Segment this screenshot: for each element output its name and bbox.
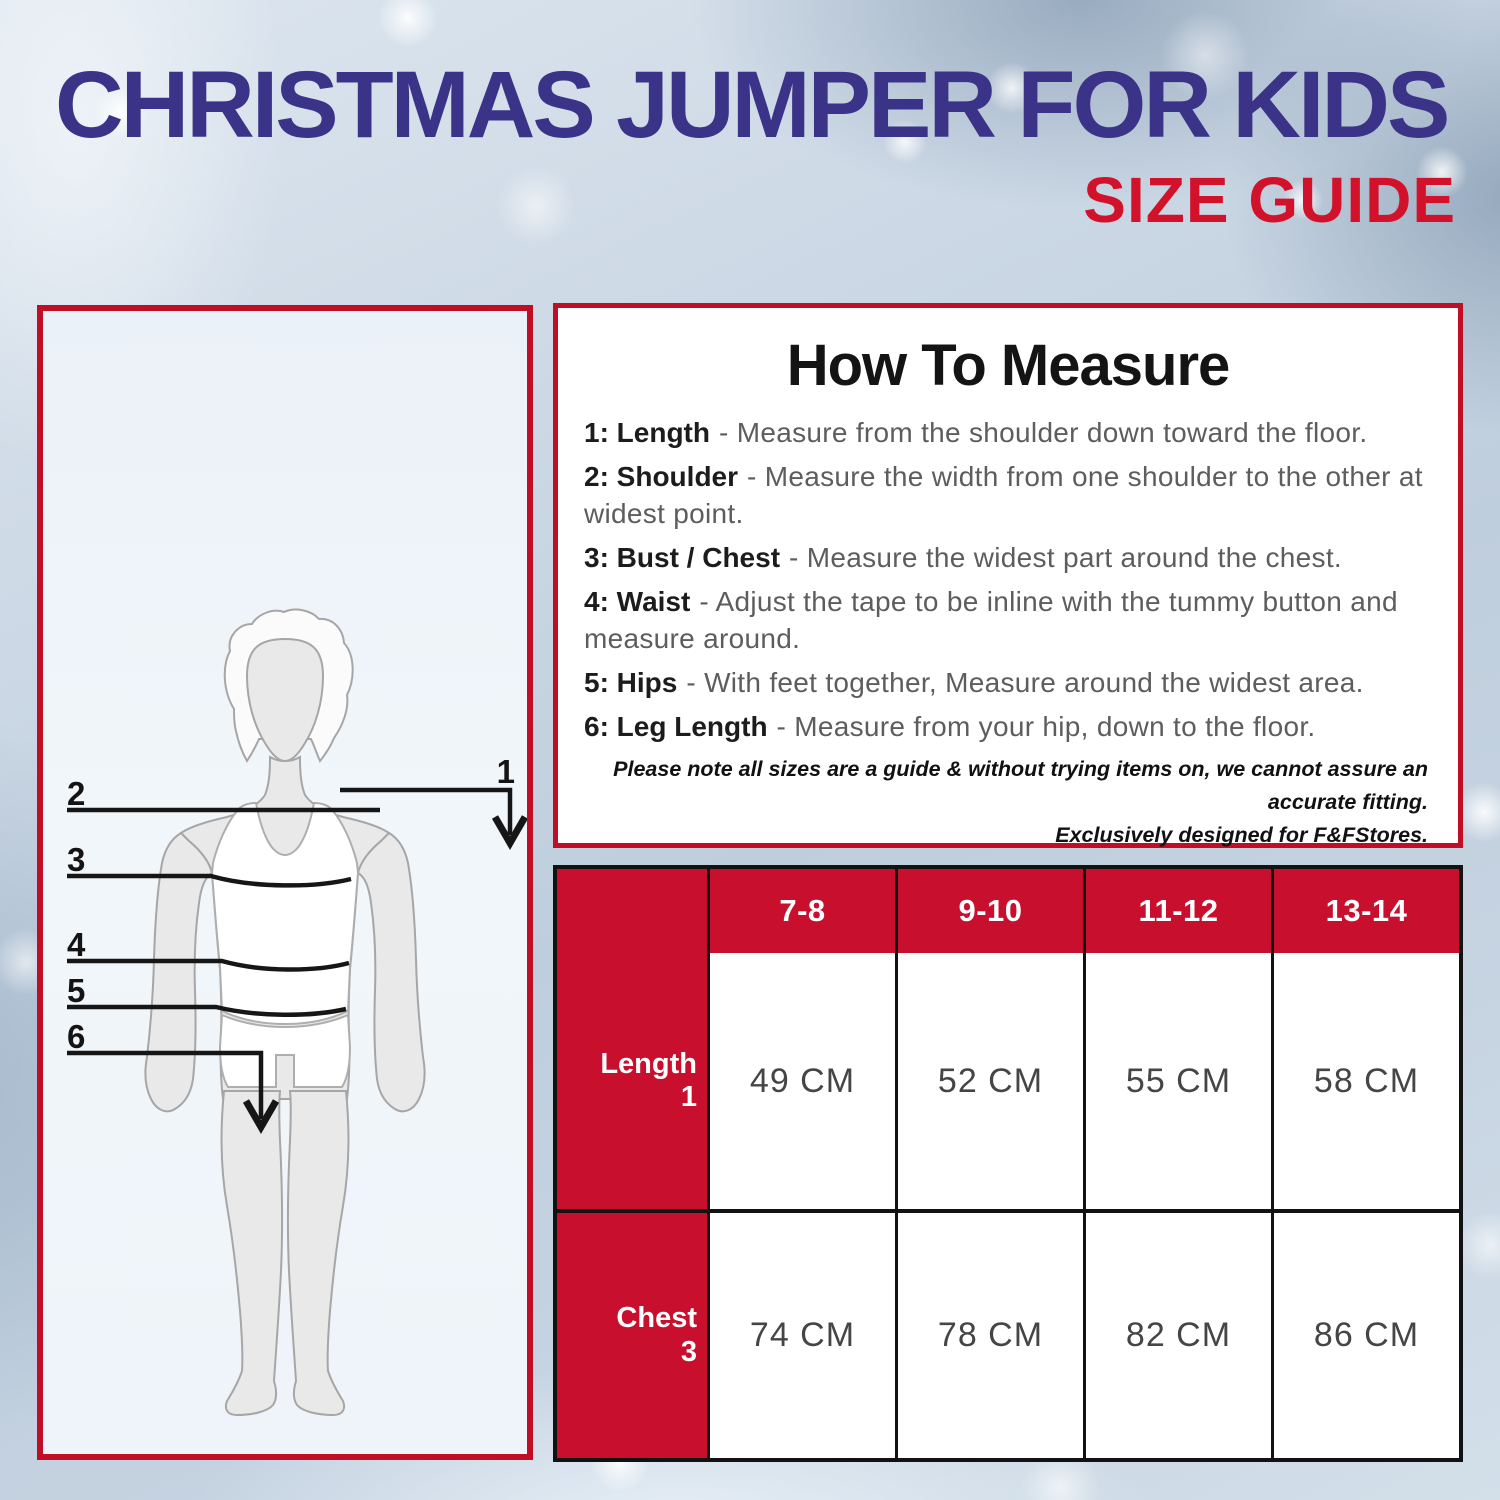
size-col-header: 7-8 (707, 869, 895, 953)
measure-item: 6: Leg Length - Measure from your hip, do… (584, 709, 1432, 746)
measure-item-desc: - Measure from the shoulder down toward … (719, 417, 1368, 448)
briefs-shape (218, 1013, 352, 1088)
size-value-cell: 55 CM (1083, 953, 1271, 1209)
size-value-cell: 58 CM (1271, 953, 1459, 1209)
size-col-header: 9-10 (895, 869, 1083, 953)
size-col-header: 11-12 (1083, 869, 1271, 953)
measure-item-desc: - Adjust the tape to be inline with the … (584, 585, 1398, 654)
measure-item-label: 5: Hips (584, 666, 678, 698)
size-value-cell: 86 CM (1271, 1209, 1459, 1458)
measure-item-label: 6: Leg Length (584, 710, 768, 742)
measurement-lines (67, 787, 527, 1135)
left-leg-shape (220, 1090, 284, 1416)
marker-1: 1 (497, 753, 515, 790)
row-label-text: Length (600, 1047, 697, 1080)
size-value-cell: 49 CM (707, 953, 895, 1209)
row-label-marker: 1 (680, 1081, 697, 1113)
right-leg-shape (286, 1090, 350, 1416)
measure-item: 3: Bust / Chest - Measure the widest part… (584, 540, 1432, 577)
main-title: CHRISTMAS JUMPER FOR KIDS (55, 52, 1450, 158)
note-line2: Exclusively designed for F&FStores. (1055, 823, 1428, 848)
measure-item: 2: Shoulder - Measure the width from one … (584, 459, 1432, 533)
measure-item-desc: - Measure the width from one shoulder to… (584, 460, 1423, 529)
measure-item: 5: Hips - With feet together, Measure aro… (584, 665, 1432, 702)
marker-2: 2 (67, 775, 85, 812)
marker-5: 5 (67, 972, 85, 1009)
subtitle: SIZE GUIDE (1083, 164, 1456, 236)
row-label-text: Chest (616, 1302, 697, 1335)
measure-item: 4: Waist - Adjust the tape to be inline w… (584, 584, 1432, 658)
measure-title: How To Measure (786, 333, 1231, 398)
measure-note: Please note all sizes are a guide & with… (584, 753, 1432, 853)
marker-4: 4 (67, 926, 86, 963)
measure-list: 1: Length - Measure from the shoulder dow… (584, 415, 1432, 753)
note-line1: Please note all sizes are a guide & with… (613, 756, 1428, 814)
size-value-cell: 82 CM (1083, 1209, 1271, 1458)
row-label-marker: 3 (680, 1335, 697, 1368)
table-corner-cell (557, 869, 707, 953)
body-figure: 1 2 3 4 5 6 (67, 608, 527, 1416)
size-value-cell: 74 CM (707, 1209, 895, 1458)
marker-3: 3 (67, 841, 85, 878)
measure-item-desc: - Measure from your hip, down to the flo… (776, 710, 1316, 742)
size-row-label: Length 1 (557, 953, 707, 1209)
right-arm-shape (357, 832, 426, 1113)
size-table: 7-8 9-10 11-12 13-14 Length 1 49 CM 52 C… (553, 865, 1463, 1462)
size-col-header: 13-14 (1271, 869, 1459, 953)
measure-item-label: 4: Waist (584, 585, 691, 617)
marker-6: 6 (67, 1018, 85, 1055)
measure-item-desc: - Measure the widest part around the che… (789, 541, 1342, 573)
measure-panel: How To Measure 1: Length - Measure from t… (553, 303, 1463, 848)
measure-item-desc: - With feet together, Measure around the… (686, 666, 1364, 698)
face-shape (245, 637, 325, 763)
size-value-cell: 52 CM (895, 953, 1083, 1209)
measure-item-label: 1: Length (584, 417, 710, 448)
size-value-cell: 78 CM (895, 1209, 1083, 1458)
measure-item-label: 3: Bust / Chest (584, 541, 781, 573)
measure-item-label: 2: Shoulder (584, 460, 739, 492)
figure-panel: 1 2 3 4 5 6 (37, 305, 533, 1460)
size-row-label: Chest 3 (557, 1209, 707, 1458)
measure-item: 1: Length - Measure from the shoulder dow… (584, 415, 1432, 452)
